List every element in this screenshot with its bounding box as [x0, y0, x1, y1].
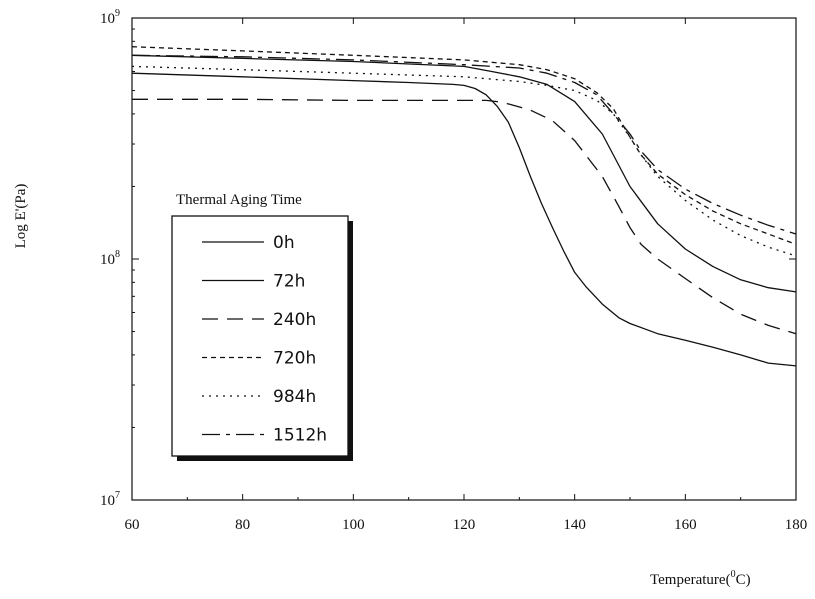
- legend-label-720h: 720h: [273, 349, 316, 369]
- x-axis-label-main: Temperature(: [650, 572, 731, 588]
- series-line-720h: [131, 46, 797, 246]
- legend-label-1512h: 1512h: [273, 426, 327, 446]
- x-tick-label: 140: [563, 517, 586, 533]
- legend-box: [171, 215, 349, 457]
- x-tick-label: 160: [674, 517, 697, 533]
- x-axis-label: Temperature(0C): [650, 569, 751, 588]
- x-axis-label-end: C): [736, 572, 751, 588]
- x-tick-label: 120: [453, 517, 476, 533]
- legend: 0h 72h 240h 720h 984h 1512h: [171, 215, 353, 461]
- series-line-72h: [131, 54, 797, 293]
- y-axis: 107 108 109: [100, 8, 796, 509]
- y-axis-label: Log E'(Pa): [13, 184, 29, 249]
- y-tick-label: 109: [100, 8, 120, 27]
- legend-label-240h: 240h: [273, 310, 316, 330]
- x-axis: 60 80 100 120 140 160 180: [125, 18, 808, 533]
- series-line-0h: [131, 72, 797, 367]
- x-tick-label: 80: [235, 517, 250, 533]
- legend-label-0h: 0h: [273, 233, 295, 253]
- x-tick-label: 180: [785, 517, 808, 533]
- y-tick-label: 108: [100, 249, 120, 268]
- x-tick-label: 60: [125, 517, 140, 533]
- legend-label-984h: 984h: [273, 387, 316, 407]
- series-lines: [131, 46, 797, 367]
- legend-label-72h: 72h: [273, 272, 305, 292]
- series-line-984h: [131, 65, 797, 257]
- x-tick-label: 100: [342, 517, 365, 533]
- x-axis-label-superscript: 0: [731, 569, 736, 580]
- legend-title: Thermal Aging Time: [176, 192, 302, 208]
- series-line-240h: [132, 98, 797, 335]
- y-tick-label: 107: [100, 490, 120, 509]
